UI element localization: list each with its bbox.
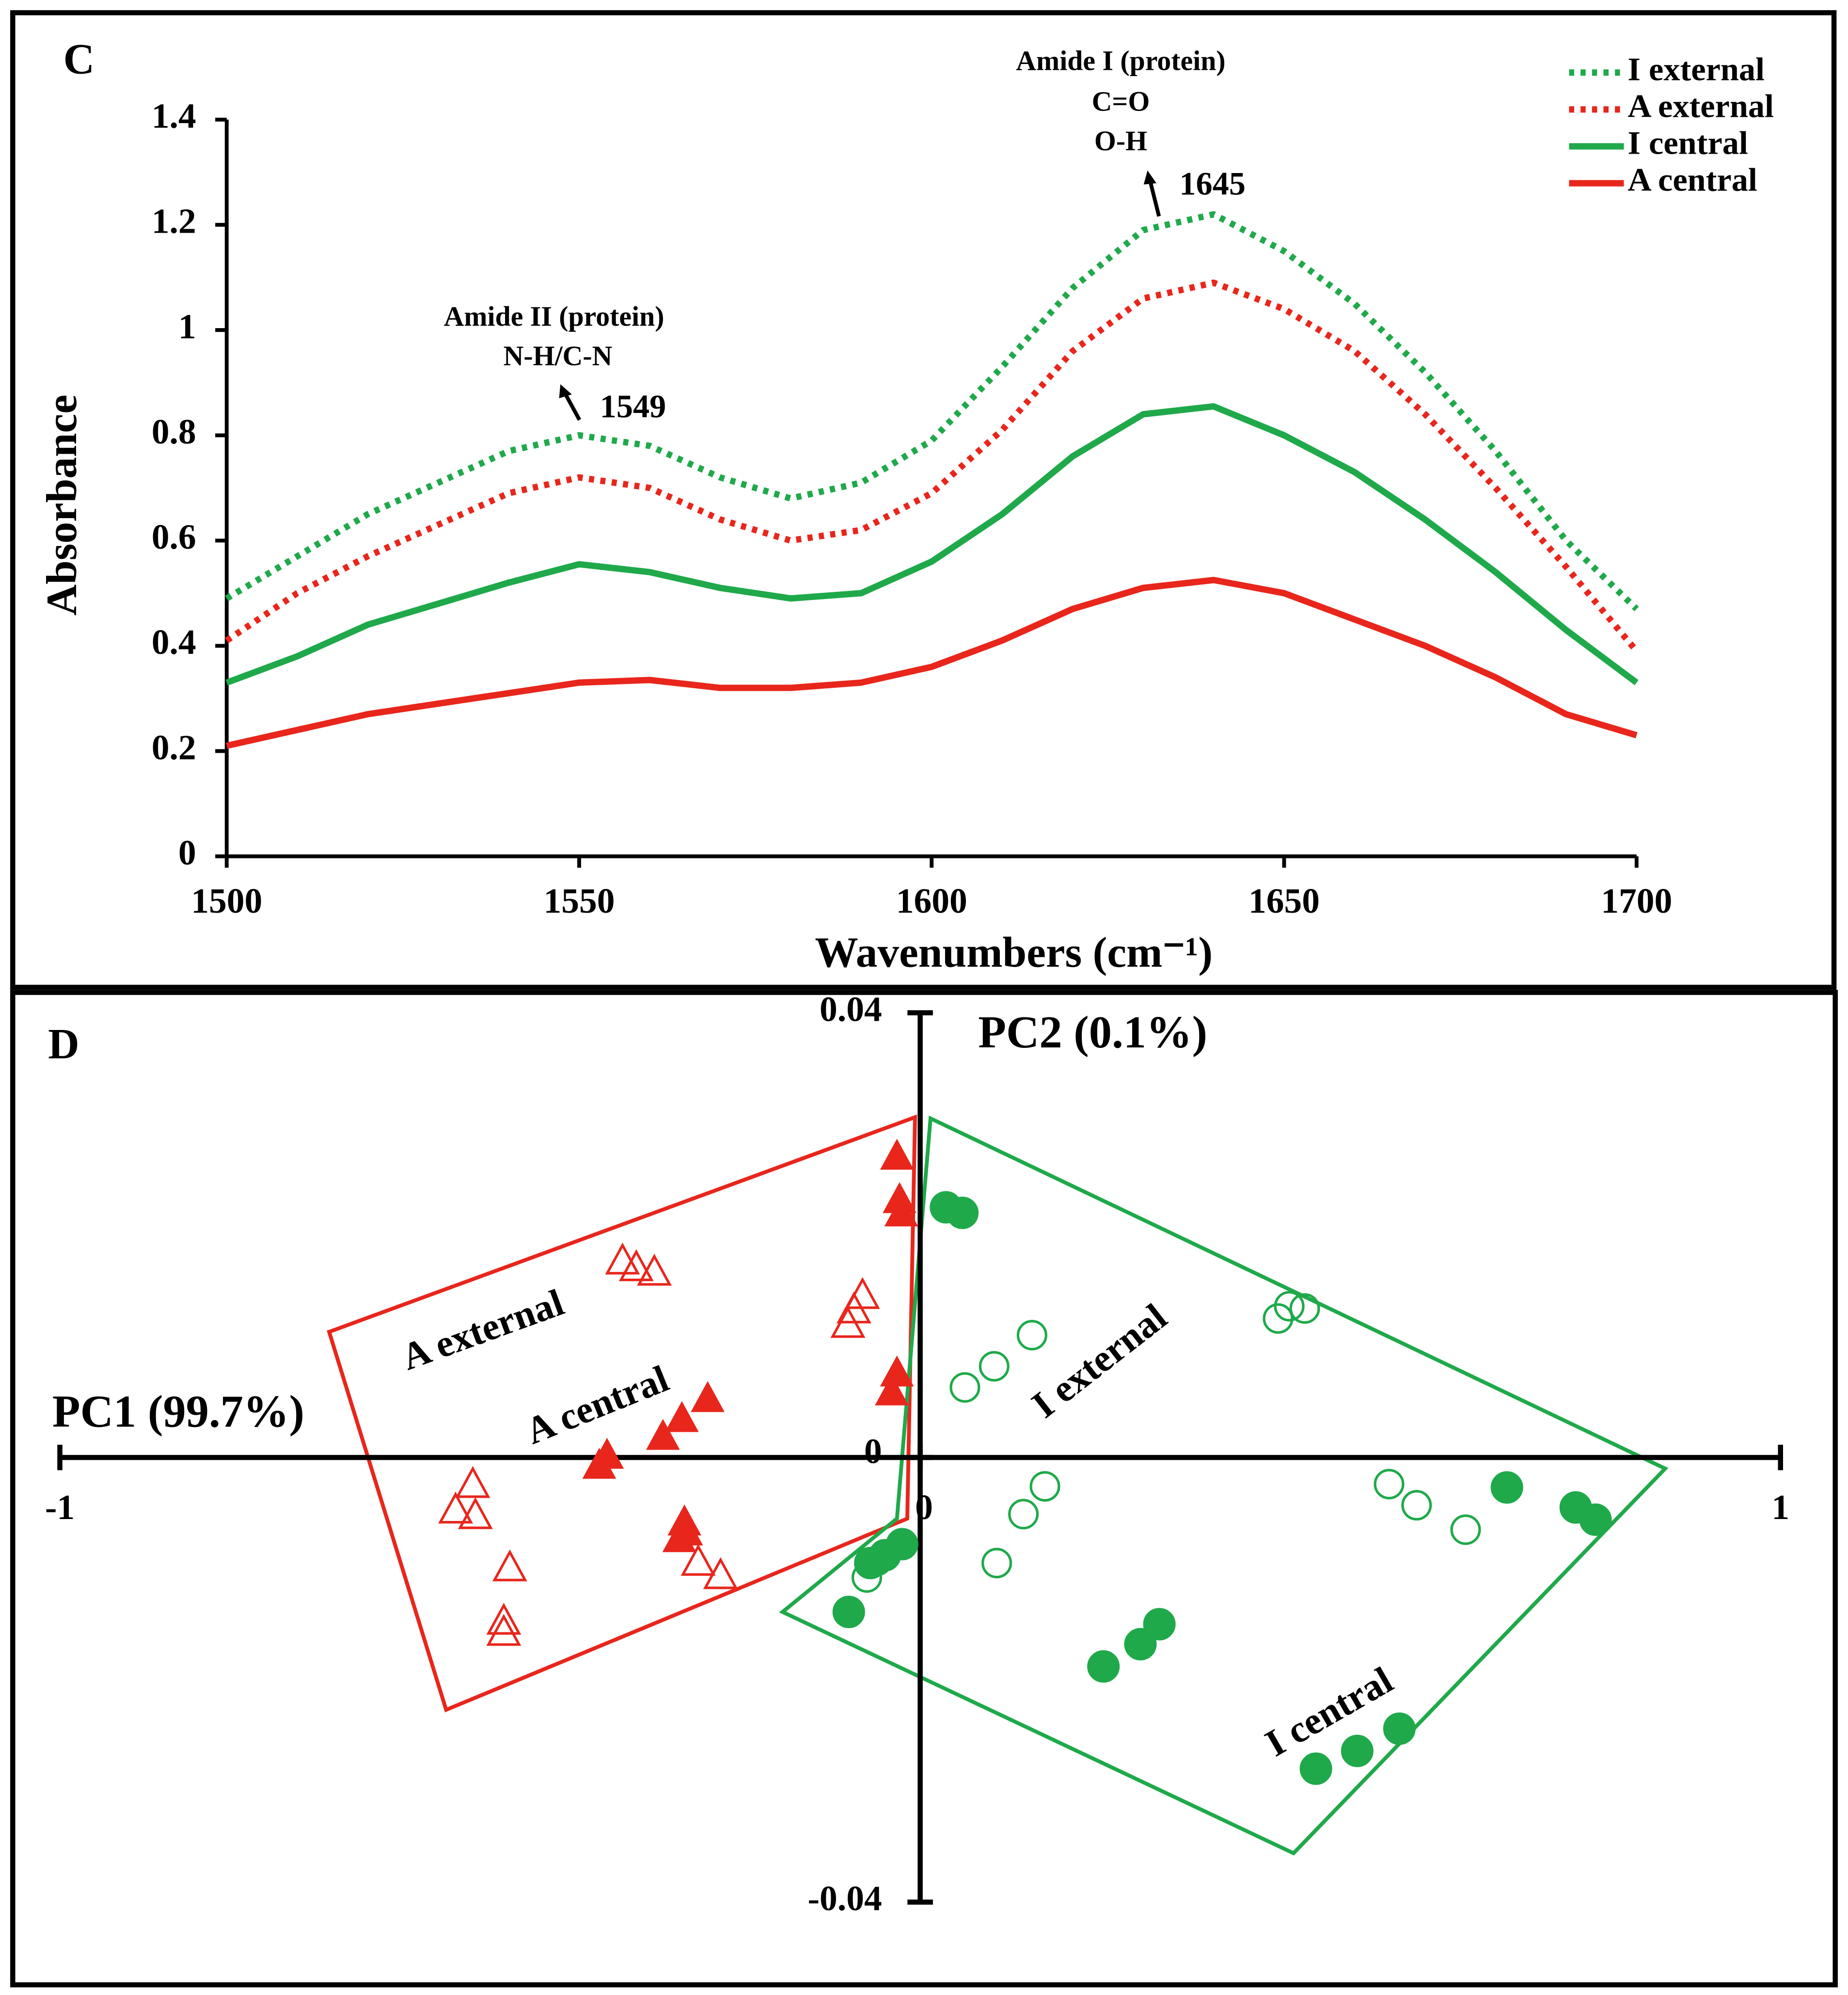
y-tick-label: 0	[178, 833, 196, 872]
point	[981, 1548, 1012, 1579]
x-tick-label: 1600	[896, 881, 967, 920]
point	[1087, 1650, 1120, 1683]
point	[884, 1195, 918, 1227]
point	[880, 1139, 914, 1170]
point	[1289, 1293, 1320, 1324]
point	[1579, 1503, 1612, 1536]
x-tick-label: 0	[915, 1487, 933, 1527]
legend-label: A central	[1627, 161, 1757, 198]
arrow	[562, 391, 582, 421]
point	[830, 1306, 866, 1338]
series-line	[225, 403, 1639, 686]
series-line	[225, 279, 1639, 653]
point	[875, 1374, 909, 1406]
point	[455, 1466, 490, 1498]
point	[1016, 1320, 1047, 1351]
x-tick-label: 1550	[543, 881, 615, 920]
point	[1008, 1499, 1039, 1530]
legend-label: A external	[1627, 87, 1774, 124]
x-axis-title: PC1 (99.7%)	[52, 1386, 304, 1437]
point	[438, 1491, 474, 1524]
group-hull	[779, 1115, 1669, 1856]
y-tick-label: 0.2	[152, 727, 196, 767]
series-line	[225, 211, 1639, 612]
y-tick-label: 0.6	[152, 517, 196, 556]
point	[1450, 1514, 1481, 1545]
x-tick-label: -1	[45, 1487, 75, 1527]
series-line	[226, 577, 1638, 749]
group-label: A central	[520, 1358, 675, 1453]
y-tick-label: 0	[864, 1431, 882, 1471]
point	[605, 1242, 640, 1275]
y-tick-label: 1.2	[152, 201, 196, 241]
legend-label: I central	[1627, 125, 1748, 161]
point	[1143, 1608, 1176, 1641]
point	[1029, 1471, 1060, 1502]
point	[1374, 1469, 1405, 1500]
point	[979, 1351, 1010, 1382]
point	[946, 1196, 979, 1229]
legend-label: I external	[1627, 50, 1765, 87]
arrow-head	[1143, 170, 1157, 185]
point	[703, 1557, 738, 1589]
panel-label: C	[63, 35, 95, 83]
y-axis-title: PC2 (0.1%)	[978, 1007, 1207, 1058]
annotation: 1645	[1179, 165, 1246, 202]
point	[691, 1381, 725, 1412]
arrow	[1148, 180, 1161, 217]
point	[1263, 1303, 1294, 1334]
point	[845, 1277, 880, 1309]
point	[492, 1549, 527, 1582]
annotation: 1549	[600, 388, 666, 425]
point	[680, 1544, 716, 1576]
annotation: N-H/C-N	[504, 341, 613, 372]
point	[832, 1596, 865, 1629]
point	[1299, 1752, 1332, 1785]
y-tick-label: 0.04	[820, 989, 882, 1029]
group-hull	[327, 1114, 917, 1712]
annotation: O-H	[1094, 126, 1147, 157]
point	[646, 1419, 680, 1450]
x-tick-label: 1700	[1601, 881, 1672, 920]
arrow-head	[559, 384, 572, 398]
x-tick-label: 1	[1771, 1487, 1789, 1527]
y-tick-label: 1.4	[152, 96, 196, 136]
point	[582, 1448, 616, 1479]
point	[458, 1497, 493, 1529]
y-tick-label: 0.8	[152, 412, 196, 451]
point	[1274, 1291, 1305, 1322]
y-tick-label: -0.04	[808, 1878, 882, 1918]
x-axis-title: Wavenumbers (cm⁻¹)	[815, 929, 1213, 977]
y-axis-title: Absorbance	[38, 395, 86, 616]
point	[949, 1372, 980, 1403]
y-tick-label: 1	[178, 306, 196, 346]
point	[1341, 1734, 1374, 1767]
x-tick-label: 1650	[1248, 881, 1320, 920]
point	[618, 1249, 654, 1282]
point	[637, 1253, 672, 1286]
x-tick-label: 1500	[191, 881, 262, 920]
annotation: Amide I (protein)	[1016, 46, 1225, 77]
point	[486, 1602, 521, 1635]
point	[1124, 1628, 1157, 1661]
point	[1383, 1712, 1416, 1745]
point	[669, 1514, 703, 1546]
group-label: I external	[1024, 1296, 1175, 1426]
panel-frame	[10, 10, 1837, 990]
point	[854, 1547, 887, 1580]
annotation: Amide II (protein)	[444, 301, 664, 332]
point	[1490, 1471, 1523, 1504]
y-tick-label: 0.4	[152, 622, 196, 662]
group-label: I central	[1258, 1659, 1400, 1765]
annotation: C=O	[1092, 87, 1150, 117]
point	[486, 1614, 521, 1646]
point	[665, 1401, 699, 1432]
panel-label: D	[48, 1020, 79, 1068]
panel-frame	[10, 990, 1838, 1988]
point	[1401, 1490, 1432, 1521]
